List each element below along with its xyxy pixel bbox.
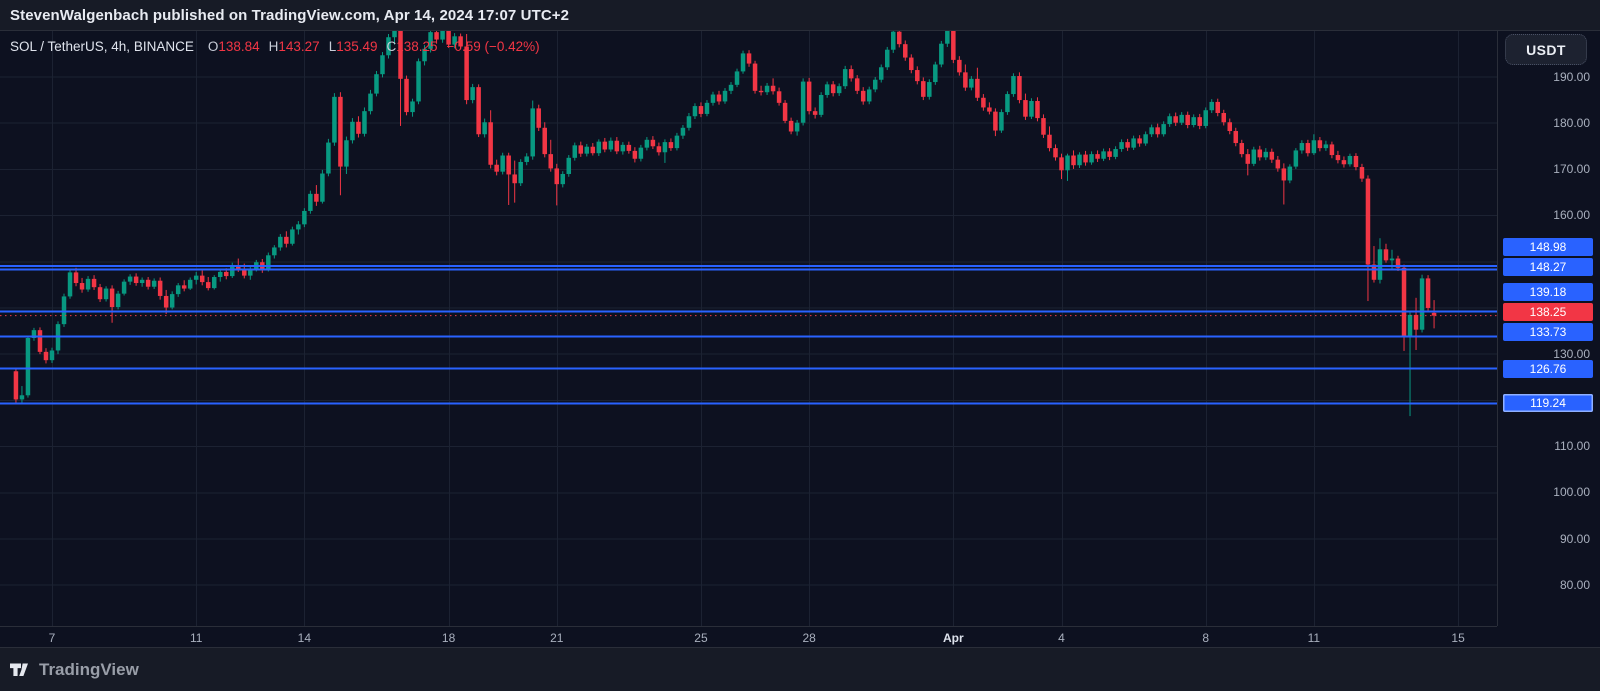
support-level-lines: [0, 265, 1497, 405]
legend-ohlc-item: H143.27: [268, 39, 320, 54]
time-axis[interactable]: 7 11 14 18 21 25 28 Apr 4 8 11 15: [0, 626, 1497, 648]
footer-bar: TradingView: [0, 648, 1600, 691]
gridlines: [0, 31, 1497, 626]
time-axis-label: 21: [550, 631, 564, 645]
tradingview-logo-icon: [10, 663, 28, 676]
time-axis-label: 4: [1058, 631, 1065, 645]
chart-plot[interactable]: SOL / TetherUS, 4h, BINANCE O138.84 H143.2…: [0, 31, 1497, 626]
publish-header: StevenWalgenbach published on TradingVie…: [0, 0, 1600, 30]
time-axis-label: 7: [48, 631, 56, 645]
time-axis-label: Apr: [943, 631, 964, 645]
price-axis-label: 180.00: [1553, 115, 1590, 130]
candlestick-canvas[interactable]: [0, 31, 1497, 626]
chart-legend: SOL / TetherUS, 4h, BINANCE O138.84 H143.2…: [10, 39, 540, 54]
price-axis-label: 130.00: [1553, 346, 1590, 361]
price-axis-label: 190.00: [1553, 69, 1590, 84]
time-axis-label: 11: [189, 631, 203, 645]
symbol-title: SOL / TetherUS, 4h, BINANCE: [10, 39, 194, 54]
price-axis-label: 110.00: [1554, 439, 1590, 454]
price-level-badge: 148.98: [1503, 238, 1593, 256]
price-axis-label: 100.00: [1553, 485, 1590, 500]
legend-change: −0.59 (−0.42%): [446, 39, 540, 54]
legend-ohlc-item: L135.49: [328, 39, 378, 54]
price-level-badge: 148.27: [1503, 258, 1593, 276]
chart-container: SOL / TetherUS, 4h, BINANCE O138.84 H143.2…: [0, 30, 1600, 648]
publish-title: StevenWalgenbach published on TradingVie…: [10, 6, 570, 24]
time-axis-label: 11: [1307, 631, 1321, 645]
time-axis-label: 25: [694, 631, 708, 645]
price-axis-label: 80.00: [1559, 577, 1590, 592]
last-price-badge: 138.25: [1503, 303, 1593, 321]
time-axis-label: 15: [1451, 631, 1465, 645]
legend-ohlc: O138.84 H143.27 L135.49 C138.25: [208, 39, 447, 54]
tradingview-brand-text: TradingView: [39, 659, 139, 679]
price-axis-label: 170.00: [1553, 161, 1590, 176]
time-axis-label: 18: [441, 631, 456, 645]
legend-ohlc-item: O138.84: [207, 39, 260, 54]
price-level-badge: 119.24: [1503, 394, 1593, 412]
price-level-badge: 139.18: [1503, 283, 1593, 301]
currency-toggle-button[interactable]: USDT: [1505, 34, 1587, 65]
price-axis[interactable]: USDT 190.00 180.00 170.00 160.00 130.00 110.0…: [1497, 31, 1600, 626]
legend-ohlc-item: C138.25: [386, 39, 438, 54]
tradingview-logo-link[interactable]: TradingView: [10, 660, 139, 680]
time-axis-label: 28: [802, 631, 816, 645]
candles: [13, 31, 1437, 417]
price-level-badge: 126.76: [1503, 360, 1593, 378]
price-level-badge: 133.73: [1503, 323, 1593, 341]
time-axis-label: 14: [297, 631, 312, 645]
price-axis-label: 90.00: [1559, 531, 1590, 546]
price-axis-label: 160.00: [1553, 208, 1590, 223]
time-axis-label: 8: [1202, 631, 1210, 645]
